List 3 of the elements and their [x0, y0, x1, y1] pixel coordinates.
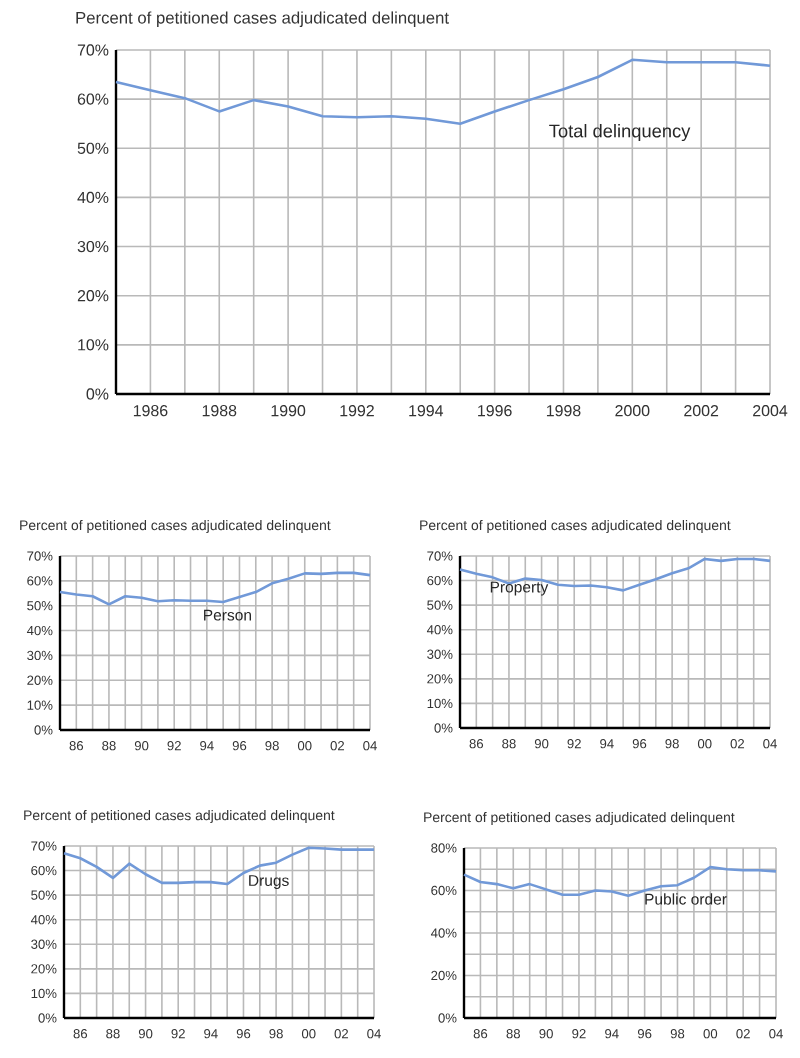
line-series — [458, 557, 772, 592]
y-axis-title: Percent of petitioned cases adjudicated delinquent — [76, 11, 449, 27]
series-label: Total delinquency — [549, 124, 691, 142]
